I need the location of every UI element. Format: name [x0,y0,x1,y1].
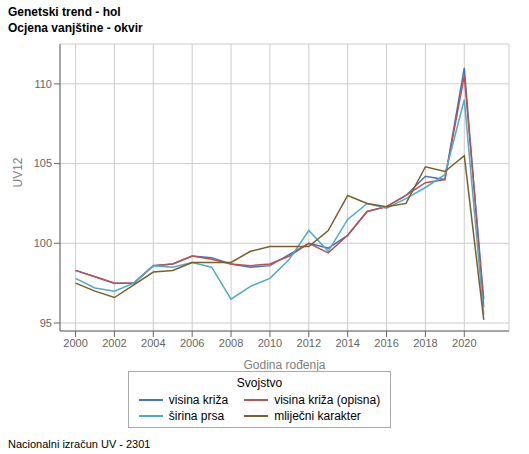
html-text:visina križa: visina križa [168,393,229,407]
html-text:širina prsa: širina prsa [168,409,225,423]
svg-text:Godina rođenja: Godina rođenja [243,358,325,372]
svg-text:2000: 2000 [63,337,87,349]
svg-text:2012: 2012 [297,337,321,349]
svg-text:2018: 2018 [413,337,437,349]
svg-text:105: 105 [34,157,52,169]
html-text:Nacionalni izračun UV - 2301: Nacionalni izračun UV - 2301 [8,438,151,450]
svg-text:2006: 2006 [180,337,204,349]
svg-text:2004: 2004 [141,337,165,349]
html-text:mliječni karakter: mliječni karakter [274,409,361,423]
svg-text:2002: 2002 [102,337,126,349]
svg-text:2014: 2014 [335,337,359,349]
svg-text:2020: 2020 [452,337,476,349]
svg-text:110: 110 [34,78,52,90]
svg-text:95: 95 [40,317,52,329]
html-text:Genetski trend - hol: Genetski trend - hol [8,5,121,19]
html-text:Ocjena vanjštine - okvir: Ocjena vanjštine - okvir [8,21,143,35]
svg-text:UV12: UV12 [11,157,25,187]
html-text:Svojstvo: Svojstvo [236,376,283,390]
svg-text:2010: 2010 [258,337,282,349]
html-text:visina križa (opisna): visina križa (opisna) [274,393,381,407]
svg-text:2008: 2008 [219,337,243,349]
svg-text:2016: 2016 [374,337,398,349]
svg-text:100: 100 [34,237,52,249]
